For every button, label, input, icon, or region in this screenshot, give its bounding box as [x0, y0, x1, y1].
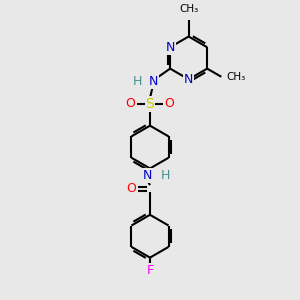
- Text: O: O: [164, 98, 174, 110]
- Text: CH₃: CH₃: [227, 72, 246, 82]
- Text: F: F: [146, 265, 154, 278]
- Text: O: O: [126, 98, 136, 110]
- Text: N: N: [165, 41, 175, 54]
- Text: N: N: [142, 169, 152, 182]
- Text: N: N: [184, 73, 193, 86]
- Text: H: H: [160, 169, 170, 182]
- Text: O: O: [127, 182, 136, 195]
- Text: CH₃: CH₃: [179, 4, 198, 14]
- Text: H: H: [133, 75, 142, 88]
- Text: S: S: [146, 97, 154, 111]
- Text: N: N: [148, 75, 158, 88]
